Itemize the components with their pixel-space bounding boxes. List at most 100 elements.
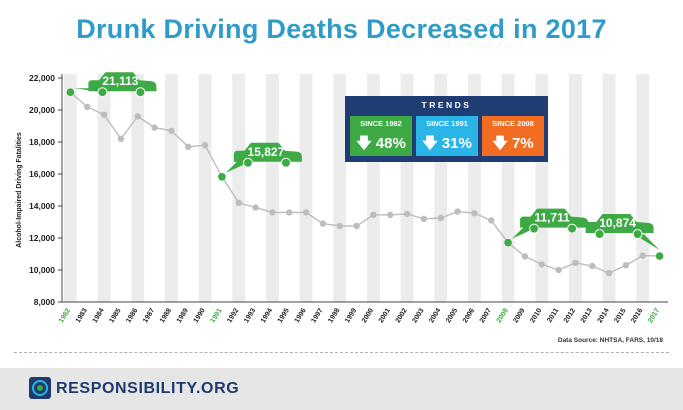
logo-icon <box>29 377 51 399</box>
car-wheel <box>242 157 253 168</box>
y-tick-label: 18,000 <box>29 137 55 147</box>
data-point <box>521 253 529 260</box>
data-point <box>387 211 394 218</box>
car-icon <box>88 72 157 92</box>
data-source: Data Source: NHTSA, FARS, 10/18 <box>557 337 663 344</box>
y-tick-label: 20,000 <box>29 105 55 115</box>
data-point <box>403 210 411 218</box>
y-tick-label: 10,000 <box>29 265 55 275</box>
trend-since-1982: SINCE 1982 🡇 48% <box>350 116 412 156</box>
car-wheel <box>567 223 578 234</box>
trend-value: 31% <box>441 135 472 152</box>
x-tick-label: 2010 <box>529 307 543 324</box>
data-point <box>454 208 461 215</box>
x-tick-label: 2008 <box>496 307 510 324</box>
callout-label: 21,113 <box>102 74 138 88</box>
column-band <box>266 74 279 302</box>
x-tick-label: 2012 <box>563 307 577 324</box>
data-point <box>589 262 596 270</box>
y-tick-label: 8,000 <box>34 297 56 307</box>
data-point <box>286 209 293 216</box>
x-tick-label: 2002 <box>395 307 409 324</box>
data-point <box>336 222 343 230</box>
x-tick-label: 2013 <box>580 307 594 324</box>
trend-since-2008: SINCE 2008 🡇 7% <box>482 116 544 156</box>
trend-value: 48% <box>375 135 406 152</box>
data-point <box>302 209 310 216</box>
y-tick-label: 12,000 <box>29 233 55 243</box>
column-band <box>97 74 111 302</box>
x-tick-label: 1998 <box>327 307 341 324</box>
data-point <box>218 172 226 181</box>
car-wheel <box>529 223 540 234</box>
callout: 21,113 <box>74 72 157 98</box>
brand-name: RESPONSIBILITY.ORG <box>56 380 240 397</box>
x-tick-label: 1999 <box>344 307 358 324</box>
x-tick-label: 2014 <box>597 307 611 324</box>
y-tick-label: 16,000 <box>29 169 55 179</box>
x-tick-label: 2001 <box>378 307 392 324</box>
data-point <box>655 252 664 260</box>
data-point <box>151 124 158 131</box>
data-point <box>168 127 175 134</box>
x-tick-label: 1983 <box>75 307 89 324</box>
x-tick-label: 2016 <box>630 307 644 324</box>
data-point <box>420 215 428 222</box>
column-band <box>131 74 145 302</box>
x-tick-label: 1994 <box>260 307 274 324</box>
y-axis-label: Alcohol-Impaired Driving Fatalities <box>16 132 23 248</box>
column-band <box>602 74 616 302</box>
footer: RESPONSIBILITY.ORG <box>0 368 683 410</box>
car-icon <box>233 142 302 162</box>
data-point <box>437 214 444 222</box>
x-tick-label: 1997 <box>310 307 324 324</box>
column-band <box>64 74 77 302</box>
column-band <box>165 74 178 302</box>
data-point <box>488 217 495 224</box>
divider <box>14 352 669 353</box>
data-point <box>100 111 108 119</box>
data-point <box>353 222 360 230</box>
callout-pointer <box>225 158 248 173</box>
callout-label: 10,874 <box>599 216 636 230</box>
car-wheel <box>280 157 291 168</box>
callout-label: 11,711 <box>534 211 570 225</box>
data-point <box>605 270 613 277</box>
trend-label: SINCE 2008 <box>492 119 534 128</box>
down-arrow-icon: 🡇 <box>492 135 508 152</box>
data-point <box>269 209 276 216</box>
data-point <box>235 199 242 206</box>
x-tick-label: 1987 <box>142 307 156 324</box>
x-tick-label: 2007 <box>479 307 493 324</box>
callout: 10,874 <box>585 214 660 251</box>
data-point <box>84 103 91 111</box>
car-wheel <box>632 229 643 240</box>
data-point <box>117 135 125 142</box>
down-arrow-icon: 🡇 <box>356 135 372 152</box>
x-tick-label: 1989 <box>176 307 190 324</box>
column-band <box>569 74 582 302</box>
x-tick-label: 1993 <box>243 307 257 324</box>
column-band <box>636 74 650 302</box>
x-tick-label: 1985 <box>108 307 122 324</box>
data-point <box>471 210 478 217</box>
data-point <box>201 142 209 149</box>
x-tick-label: 2003 <box>411 307 425 324</box>
x-tick-label: 1984 <box>92 307 106 324</box>
trends-heading: TRENDS <box>421 100 472 110</box>
x-tick-label: 1991 <box>209 307 223 324</box>
x-tick-label: 2004 <box>428 307 442 324</box>
x-tick-label: 2000 <box>361 307 375 324</box>
callout: 15,827 <box>225 142 302 173</box>
trend-label: SINCE 1991 <box>426 119 468 128</box>
x-tick-label: 1990 <box>193 307 207 324</box>
data-point <box>185 143 192 150</box>
trend-since-1991: SINCE 1991 🡇 31% <box>416 116 478 156</box>
car-icon <box>585 214 654 234</box>
data-point <box>538 261 545 268</box>
car-wheel <box>594 229 605 240</box>
x-tick-label: 2011 <box>546 307 560 324</box>
trend-value: 7% <box>511 135 534 152</box>
column-band <box>299 74 313 302</box>
